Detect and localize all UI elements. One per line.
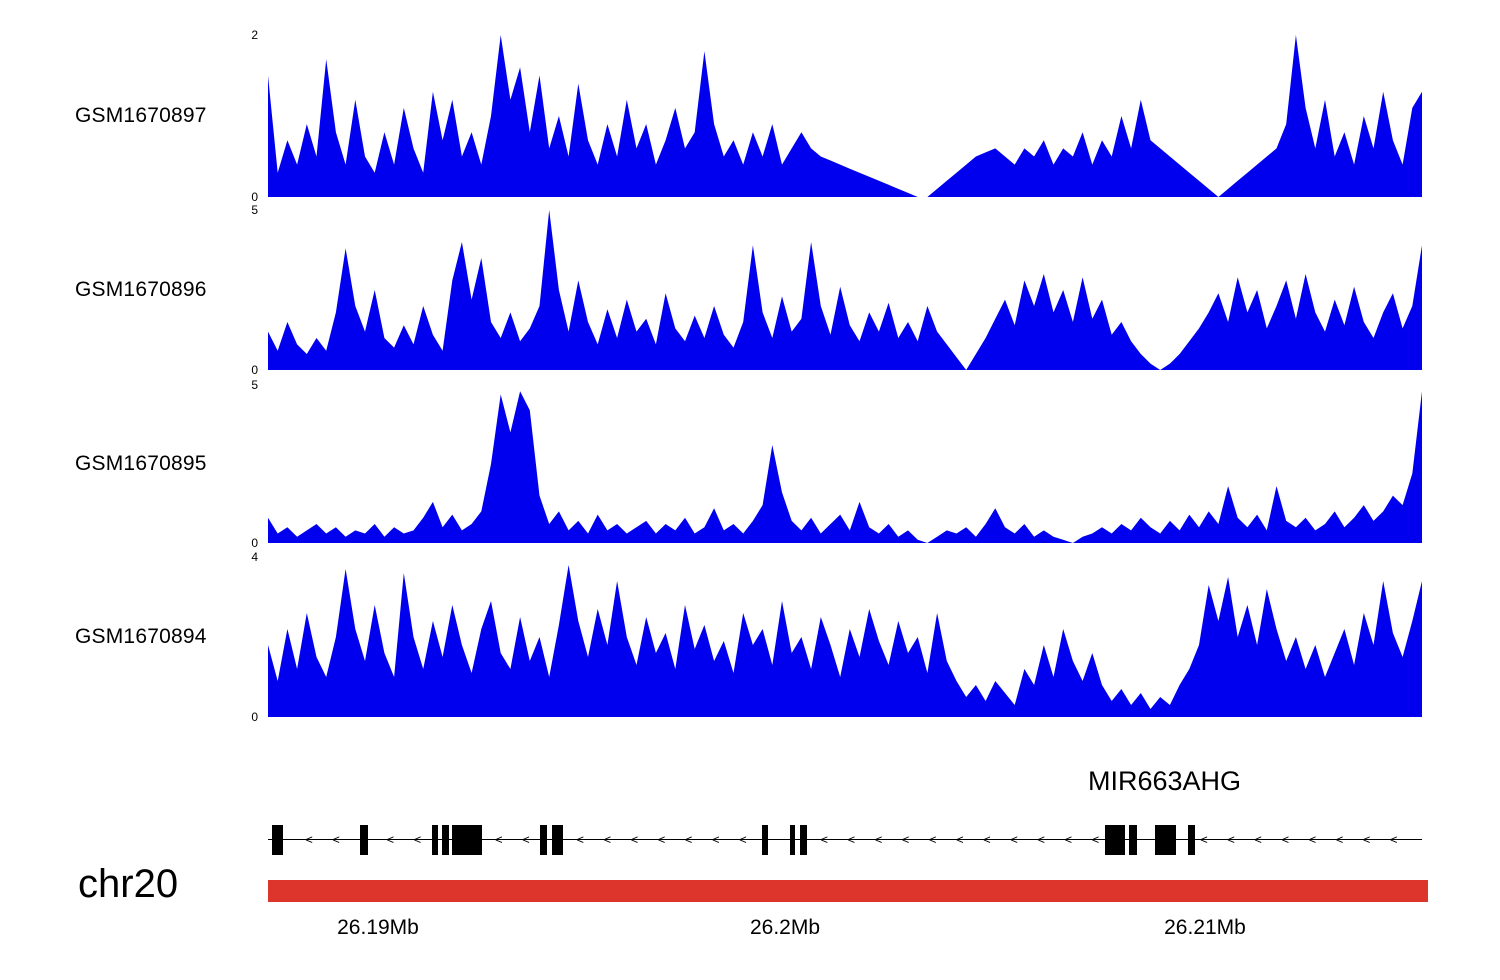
track-label-2: GSM1670896 [75, 278, 207, 301]
coverage-track-4: GSM1670894 4 0 [0, 550, 1500, 724]
strand-arrow-icon: < [1200, 832, 1208, 848]
strand-arrow-icon: < [928, 832, 937, 848]
coverage-area-plot-3 [268, 391, 1422, 543]
coverage-track-3: GSM1670895 5 0 [0, 378, 1500, 550]
coverage-area-plot-2 [268, 210, 1422, 370]
strand-arrow-icon: < [1064, 832, 1073, 848]
strand-arrow-icon: < [684, 832, 693, 848]
strand-arrow-icon: < [820, 832, 828, 848]
gene-intron-line [268, 839, 1422, 840]
gene-exon [540, 825, 548, 855]
y-axis-max-4: 4 [251, 550, 258, 564]
gene-exon [1128, 825, 1137, 855]
track-label-1: GSM1670897 [75, 104, 207, 127]
strand-arrow-icon: < [630, 832, 639, 848]
gene-name-label: MIR663AHG [1088, 766, 1242, 796]
y-axis-min-2: 0 [251, 363, 258, 377]
gene-exon [1187, 825, 1195, 855]
strand-arrow-icon: < [1254, 832, 1262, 848]
gene-model-track: < < < < < < < < < < < < < < < < < < < < < < < < < < < < < < < < [268, 825, 1422, 855]
track-label-3: GSM1670895 [75, 452, 207, 475]
strand-arrow-icon: < [413, 832, 422, 848]
strand-arrow-icon: < [495, 832, 503, 848]
strand-arrow-icon: < [901, 832, 910, 848]
y-axis-min-4: 0 [251, 710, 258, 724]
y-axis-max-3: 5 [251, 378, 258, 392]
strand-arrow-icon: < [1037, 832, 1045, 848]
y-axis-min-3: 0 [251, 536, 258, 550]
gene-exon [1155, 825, 1177, 855]
gene-exon [1104, 825, 1126, 855]
strand-arrow-icon: < [576, 832, 584, 848]
axis-tick-label-2: 26.2Mb [749, 916, 821, 939]
coverage-track-1: GSM1670897 2 0 [0, 28, 1500, 204]
strand-arrow-icon: < [874, 832, 883, 848]
strand-arrow-icon: < [1227, 832, 1235, 848]
gene-exon [451, 825, 482, 855]
axis-tick-label-3: 26.21Mb [1164, 916, 1246, 939]
gene-exon [761, 825, 768, 855]
strand-arrow-icon: < [956, 832, 964, 848]
strand-arrow-icon: < [1010, 832, 1018, 848]
chromosome-label: chr20 [78, 862, 179, 906]
axis-tick-label-1: 26.19Mb [337, 916, 419, 939]
track-label-4: GSM1670894 [75, 625, 207, 648]
chromosome-ideogram-bar [268, 880, 1428, 902]
strand-arrow-icon: < [1335, 832, 1344, 848]
strand-arrow-icon: < [1281, 832, 1290, 848]
gene-exon [551, 825, 564, 855]
strand-arrow-icon: < [1389, 832, 1398, 848]
strand-arrow-icon: < [983, 832, 991, 848]
gene-exon [271, 825, 283, 855]
strand-arrow-icon: < [1362, 832, 1371, 848]
strand-arrow-icon: < [603, 832, 612, 848]
gene-exon [431, 825, 438, 855]
coverage-track-2: GSM1670896 5 0 [0, 203, 1500, 377]
y-axis-max-2: 5 [251, 203, 258, 217]
strand-arrow-icon: < [1091, 832, 1100, 848]
strand-arrow-icon: < [522, 832, 530, 848]
gene-exon [442, 825, 450, 855]
gene-exon [360, 825, 369, 855]
strand-arrow-icon: < [712, 832, 720, 848]
gene-exon [800, 825, 807, 855]
strand-arrow-icon: < [657, 832, 666, 848]
y-axis-min-1: 0 [251, 190, 258, 204]
strand-arrow-icon: < [386, 832, 395, 848]
strand-arrow-icon: < [1308, 832, 1317, 848]
y-axis-max-1: 2 [251, 28, 258, 42]
coverage-area-plot-4 [268, 565, 1422, 717]
strand-arrow-icon: < [332, 832, 340, 848]
gene-exon [789, 825, 796, 855]
coverage-area-plot-1 [268, 35, 1422, 197]
strand-arrow-icon: < [847, 832, 856, 848]
strand-arrow-icon: < [305, 832, 313, 848]
strand-arrow-icon: < [739, 832, 747, 848]
